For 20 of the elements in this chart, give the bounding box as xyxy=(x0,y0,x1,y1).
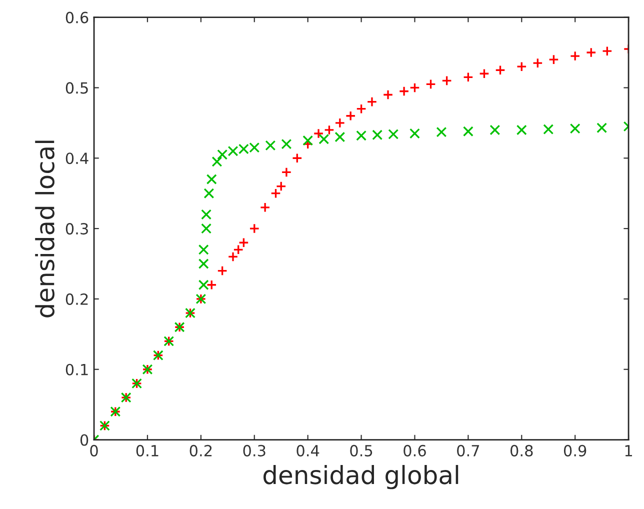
y-tick-label: 0.4 xyxy=(66,152,88,164)
x-tick-label: 0 xyxy=(90,444,98,456)
x-tick-label: 0.8 xyxy=(510,444,533,456)
y-tick-label: 0.5 xyxy=(66,82,88,94)
x-tick-label: 0.3 xyxy=(243,444,266,456)
x-tick-label: 1 xyxy=(625,445,632,456)
x-tick-label: 0.2 xyxy=(190,444,212,456)
x-tick-label: 0.4 xyxy=(296,444,320,456)
x-axis-title: densidad global xyxy=(264,464,458,490)
x-tick-label: 0.1 xyxy=(136,444,158,456)
y-tick-label: 0 xyxy=(80,434,88,446)
y-tick-label: 0.1 xyxy=(66,364,88,376)
y-tick-label: 0.6 xyxy=(66,12,88,24)
x-tick-label: 0.6 xyxy=(404,444,426,456)
y-axis-title: densidad local xyxy=(35,140,54,318)
x-tick-label: 0.9 xyxy=(564,444,586,456)
y-tick-label: 0.3 xyxy=(66,223,88,235)
y-tick-label: 0.2 xyxy=(66,293,88,305)
x-tick-label: 0.5 xyxy=(350,444,372,456)
x-tick-label: 0.7 xyxy=(457,444,480,456)
